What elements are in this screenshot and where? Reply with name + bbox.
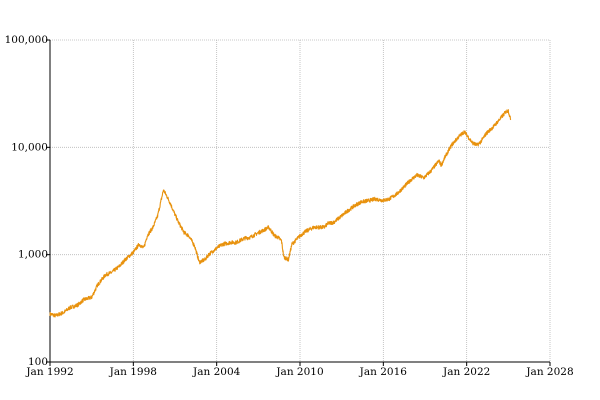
series-line-0 <box>49 109 512 318</box>
x-tick-label-5: Jan 2022 <box>442 366 490 378</box>
y-tick-label-3: 100,000 <box>5 34 48 46</box>
tick-labels: 100 1,000 10,000 100,000 Jan 1992 Jan 1998 Jan… <box>5 34 574 378</box>
x-tick-label-3: Jan 2010 <box>275 366 323 378</box>
series-layer <box>49 109 512 318</box>
y-tick-label-1: 1,000 <box>18 249 48 261</box>
axes <box>46 39 551 366</box>
x-tick-label-0: Jan 1992 <box>25 366 73 378</box>
x-tick-label-4: Jan 2016 <box>359 366 408 378</box>
y-tick-label-0: 100 <box>28 356 48 368</box>
x-tick-label-1: Jan 1998 <box>109 366 157 378</box>
x-tick-label-2: Jan 2004 <box>192 366 241 378</box>
grid-lines <box>49 39 551 363</box>
x-tick-label-6: Jan 2028 <box>525 366 573 378</box>
y-tick-label-2: 10,000 <box>11 141 48 153</box>
